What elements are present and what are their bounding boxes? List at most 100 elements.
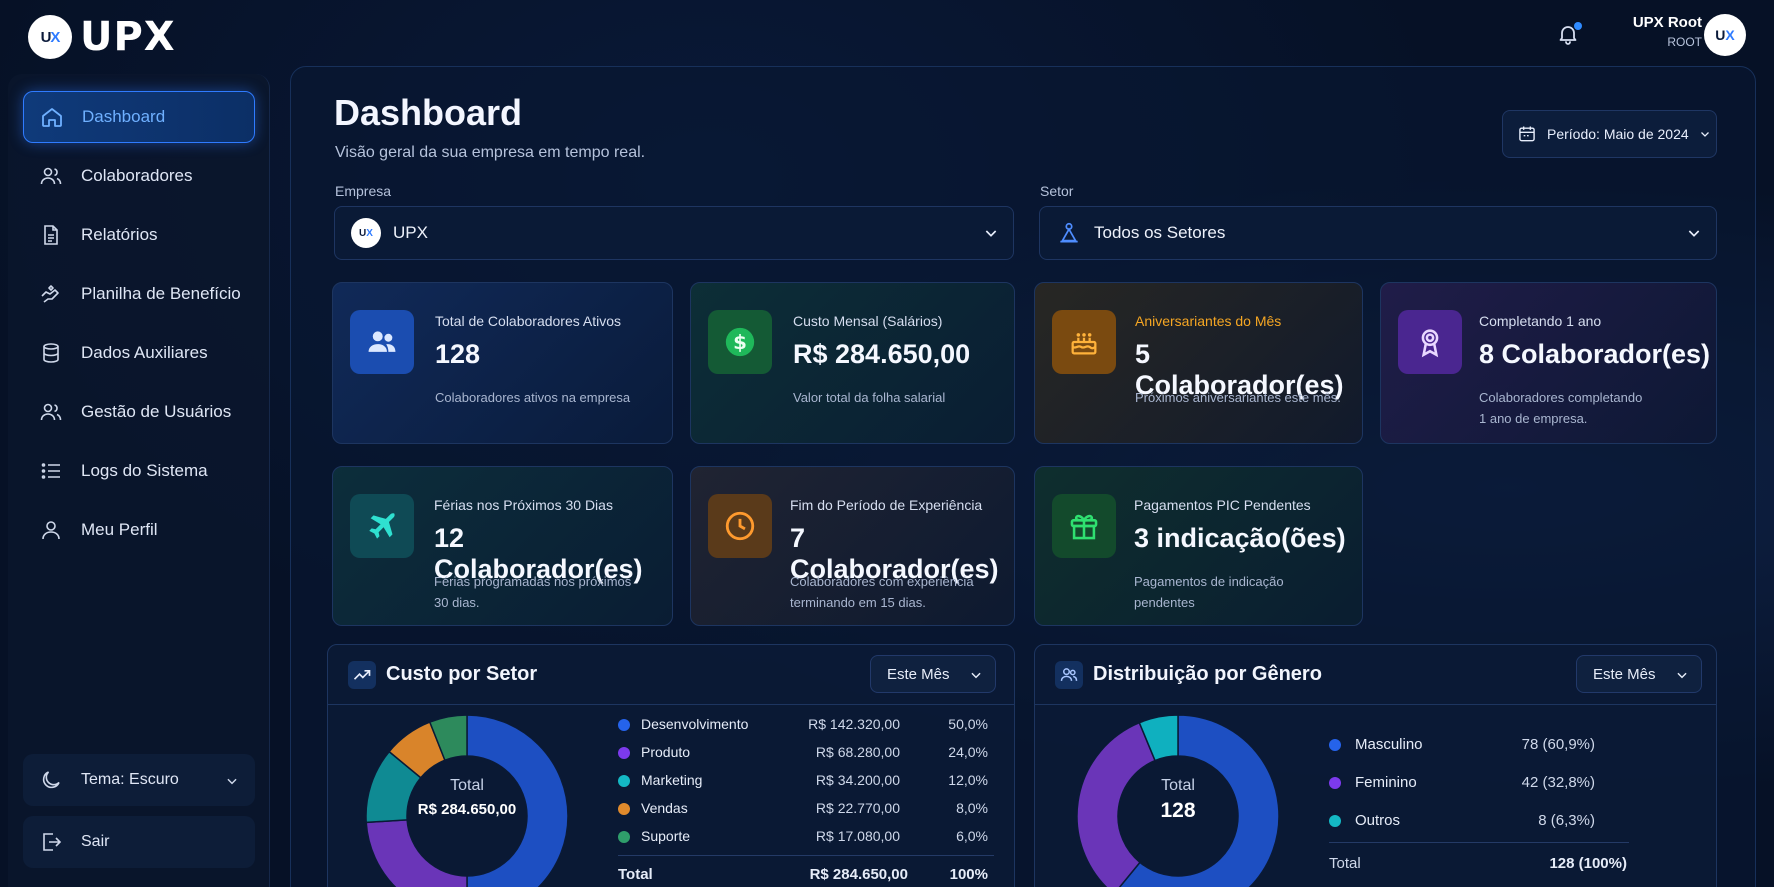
page-title: Dashboard [334,92,523,133]
card-desc: Pagamentos de indicação pendentes [1134,574,1284,610]
sidebar-item-label: Meu Perfil [81,520,158,539]
card-vacations[interactable]: Férias nos Próximos 30 Dias 12 Colaborad… [332,466,673,626]
card-monthly-cost[interactable]: $ Custo Mensal (Salários) R$ 284.650,00 … [690,282,1015,444]
user-icon [42,521,60,540]
cake-icon [1052,310,1116,374]
chevron-down-icon [227,778,237,785]
theme-label: Tema: Escuro [81,771,179,788]
sidebar-item-colaboradores[interactable]: Colaboradores [23,150,255,202]
card-title: Custo Mensal (Salários) [793,313,943,329]
gender-period-select[interactable]: Este Mês [1576,655,1702,693]
clock-icon [708,494,772,558]
sidebar-item-label: Logs do Sistema [81,461,208,480]
legend-label: Feminino [1355,774,1417,791]
user-group-icon [40,403,62,421]
card-desc: Colaboradores ativos na empresa [435,390,631,405]
card-title: Aniversariantes do Mês [1135,313,1282,329]
sidebar-item-dashboard[interactable]: Dashboard [23,91,255,143]
legend-percent: 50,0% [948,716,988,732]
sidebar-item-relatorios[interactable]: Relatórios [23,209,255,261]
theme-toggle[interactable]: Tema: Escuro [23,754,255,806]
card-pic-payments[interactable]: Pagamentos PIC Pendentes 3 indicação(ões… [1034,466,1363,626]
card-desc: Próximos aniversariantes este mês. [1135,390,1341,405]
legend-value: 8 (6,3%) [1538,812,1595,829]
period-selector[interactable]: Período: Maio de 2024 [1502,110,1717,158]
list-icon [41,463,60,479]
legend-label: Desenvolvimento [641,716,749,732]
period-label: Período: Maio de 2024 [1547,126,1689,142]
card-value: 7 Colaborador(es) [790,523,999,584]
card-title: Pagamentos PIC Pendentes [1134,497,1311,513]
sector-select[interactable]: Todos os Setores [1039,206,1717,260]
sidebar-item-dados-auxiliares[interactable]: Dados Auxiliares [23,327,255,379]
gender-donut-chart [1076,714,1280,887]
donut-slice-produto[interactable] [365,819,468,887]
legend-value: R$ 68.280,00 [815,744,900,760]
donut-slice-desenvolvimento[interactable] [466,714,569,887]
logout-icon [43,833,62,851]
company-label: Empresa [335,183,392,199]
card-active-employees[interactable]: Total de Colaboradores Ativos 128 Colabo… [332,282,673,444]
legend-value: 42 (32,8%) [1521,774,1595,791]
chevron-down-icon [1677,672,1687,679]
home-icon [42,108,62,127]
chevron-down-icon [985,230,997,237]
cost-donut-center: Total R$ 284.650,00 [392,777,542,818]
legend-percent: 6,0% [956,828,988,844]
cost-donut-chart [365,714,569,887]
legend-label: Marketing [641,772,703,788]
donut-slice-feminino[interactable] [1076,721,1157,887]
sidebar-item-meu-perfil[interactable]: Meu Perfil [23,504,255,556]
card-desc: Valor total da folha salarial [793,390,946,405]
cost-total-label: Total [618,866,653,883]
users-icon [1055,661,1083,689]
donut-slice-suporte[interactable] [428,714,468,762]
card-one-year[interactable]: Completando 1 ano 8 Colaborador(es) Cola… [1380,282,1717,444]
sidebar-item-planilha-beneficio[interactable]: Planilha de Benefício [23,268,255,320]
legend-value: 78 (60,9%) [1521,736,1595,753]
gender-total-label: Total [1329,855,1361,872]
donut-slice-masculino[interactable] [1114,714,1280,887]
document-icon [44,225,58,245]
legend-separator [1329,842,1629,843]
notification-dot [1574,22,1582,30]
card-title: Completando 1 ano [1479,313,1602,329]
legend-dot [618,747,630,759]
donut-slice-outros[interactable] [1138,714,1179,762]
sidebar-item-label: Dashboard [82,107,166,126]
donut-center-value: R$ 284.650,00 [417,801,517,818]
sector-label: Setor [1040,183,1074,199]
card-birthdays[interactable]: Aniversariantes do Mês 5 Colaborador(es)… [1034,282,1363,444]
logout-label: Sair [81,833,110,850]
cost-total-pct: 100% [949,866,988,883]
users-icon [40,167,62,185]
svg-text:$: $ [733,331,747,354]
card-desc: Colaboradores completando 1 ano de empres… [1479,390,1643,426]
card-experience-end[interactable]: Fim do Período de Experiência 7 Colabora… [690,466,1015,626]
legend-label: Masculino [1355,736,1423,753]
panel-header: Custo por Setor Este Mês [328,645,1014,705]
plane-icon [350,494,414,558]
logout-button[interactable]: Sair [23,816,255,868]
card-desc: Colaboradores com experiência terminando … [790,574,974,610]
award-icon [1398,310,1462,374]
sidebar-item-gestao-usuarios[interactable]: Gestão de Usuários [23,386,255,438]
legend-separator [618,855,994,856]
legend-dot [618,803,630,815]
user-info[interactable]: UPX Root ROOT [1610,14,1702,49]
cost-period-select[interactable]: Este Mês [870,655,996,693]
sidebar-item-logs[interactable]: Logs do Sistema [23,445,255,497]
chevron-down-icon [1688,230,1700,237]
legend-dot [1329,777,1341,789]
user-name: UPX Root [1632,14,1702,31]
cost-by-sector-panel: Custo por Setor Este Mês Total R$ 284.65… [327,644,1015,887]
donut-center-label: Total [450,777,484,794]
dollar-icon: $ [708,310,772,374]
cost-total-value: R$ 284.650,00 [809,866,908,883]
notification-bell-icon[interactable] [1556,22,1582,48]
